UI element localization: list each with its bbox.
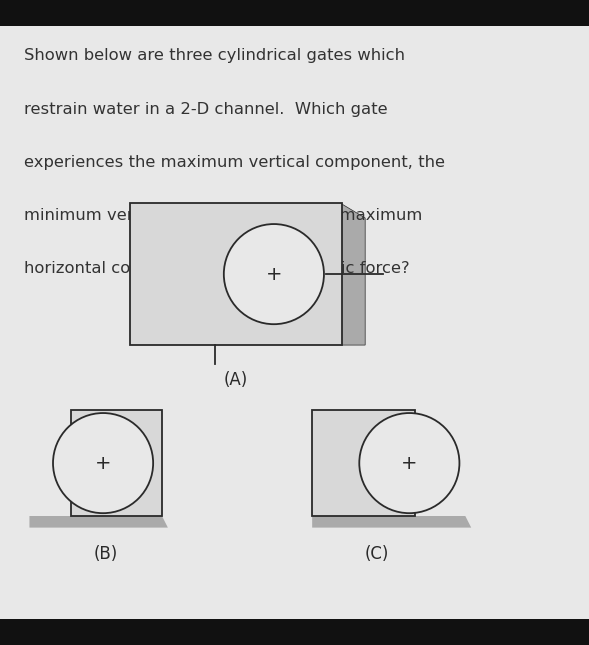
Text: (B): (B) [94, 545, 118, 563]
Ellipse shape [53, 413, 153, 513]
Text: (A): (A) [223, 371, 248, 389]
Ellipse shape [359, 413, 459, 513]
Bar [0, 619, 589, 645]
Text: Shown below are three cylindrical gates which: Shown below are three cylindrical gates … [24, 48, 405, 63]
Text: restrain water in a 2-D channel.  Which gate: restrain water in a 2-D channel. Which g… [24, 102, 387, 117]
Text: +: + [401, 453, 418, 473]
Text: horizontal component of the hydrostatic force?: horizontal component of the hydrostatic … [24, 261, 409, 276]
Ellipse shape [224, 224, 324, 324]
Polygon shape [312, 516, 471, 528]
Text: minimum vertical component and the maximum: minimum vertical component and the maxim… [24, 208, 422, 223]
Text: (C): (C) [365, 545, 389, 563]
Text: +: + [95, 453, 111, 473]
Bar [312, 410, 415, 516]
Polygon shape [340, 203, 365, 345]
Polygon shape [29, 516, 168, 528]
Text: +: + [266, 264, 282, 284]
Bar [0, 0, 589, 26]
Text: experiences the maximum vertical component, the: experiences the maximum vertical compone… [24, 155, 445, 170]
Bar [71, 410, 162, 516]
Bar [130, 203, 342, 345]
